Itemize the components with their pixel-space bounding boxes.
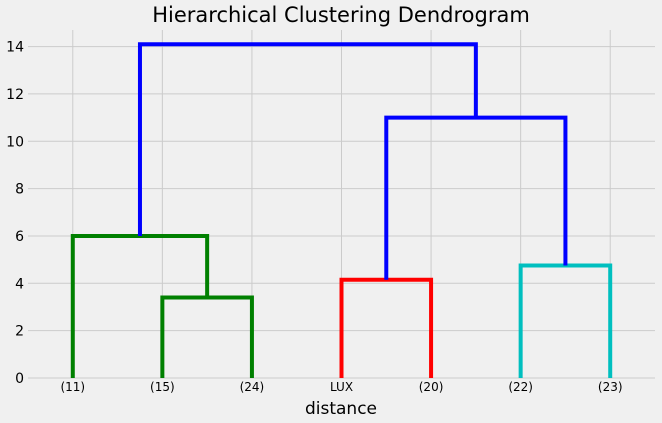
y-tick-label: 12	[6, 87, 24, 103]
leaf-label: (15)	[150, 380, 175, 394]
leaf-label: LUX	[330, 380, 353, 394]
y-tick-label: 8	[15, 182, 24, 198]
x-axis-label: distance	[305, 399, 377, 419]
y-tick-label: 6	[15, 229, 24, 245]
x-axis-ticks: (11) (15) (24) LUX (20) (22) (23)	[60, 380, 622, 394]
y-axis-ticks: 0 2 4 6 8 10 12 14	[6, 40, 24, 387]
chart-title: Hierarchical Clustering Dendrogram	[152, 3, 530, 27]
dendrogram-link	[518, 263, 613, 378]
dendrogram-link	[70, 233, 210, 378]
leaf-label: (23)	[598, 380, 623, 394]
dendrogram-link	[339, 277, 434, 378]
dendrogram-link	[384, 115, 568, 280]
dendrogram-links	[70, 42, 613, 378]
y-tick-label: 4	[15, 276, 24, 292]
y-tick-label: 14	[6, 40, 24, 56]
y-tick-label: 0	[15, 371, 24, 387]
y-tick-label: 10	[6, 134, 24, 150]
leaf-label: (11)	[60, 380, 85, 394]
dendrogram-link	[137, 42, 478, 236]
leaf-label: (24)	[240, 380, 265, 394]
leaf-label: (20)	[419, 380, 444, 394]
leaf-label: (22)	[508, 380, 533, 394]
y-tick-label: 2	[15, 324, 24, 340]
dendrogram-link	[160, 295, 254, 378]
